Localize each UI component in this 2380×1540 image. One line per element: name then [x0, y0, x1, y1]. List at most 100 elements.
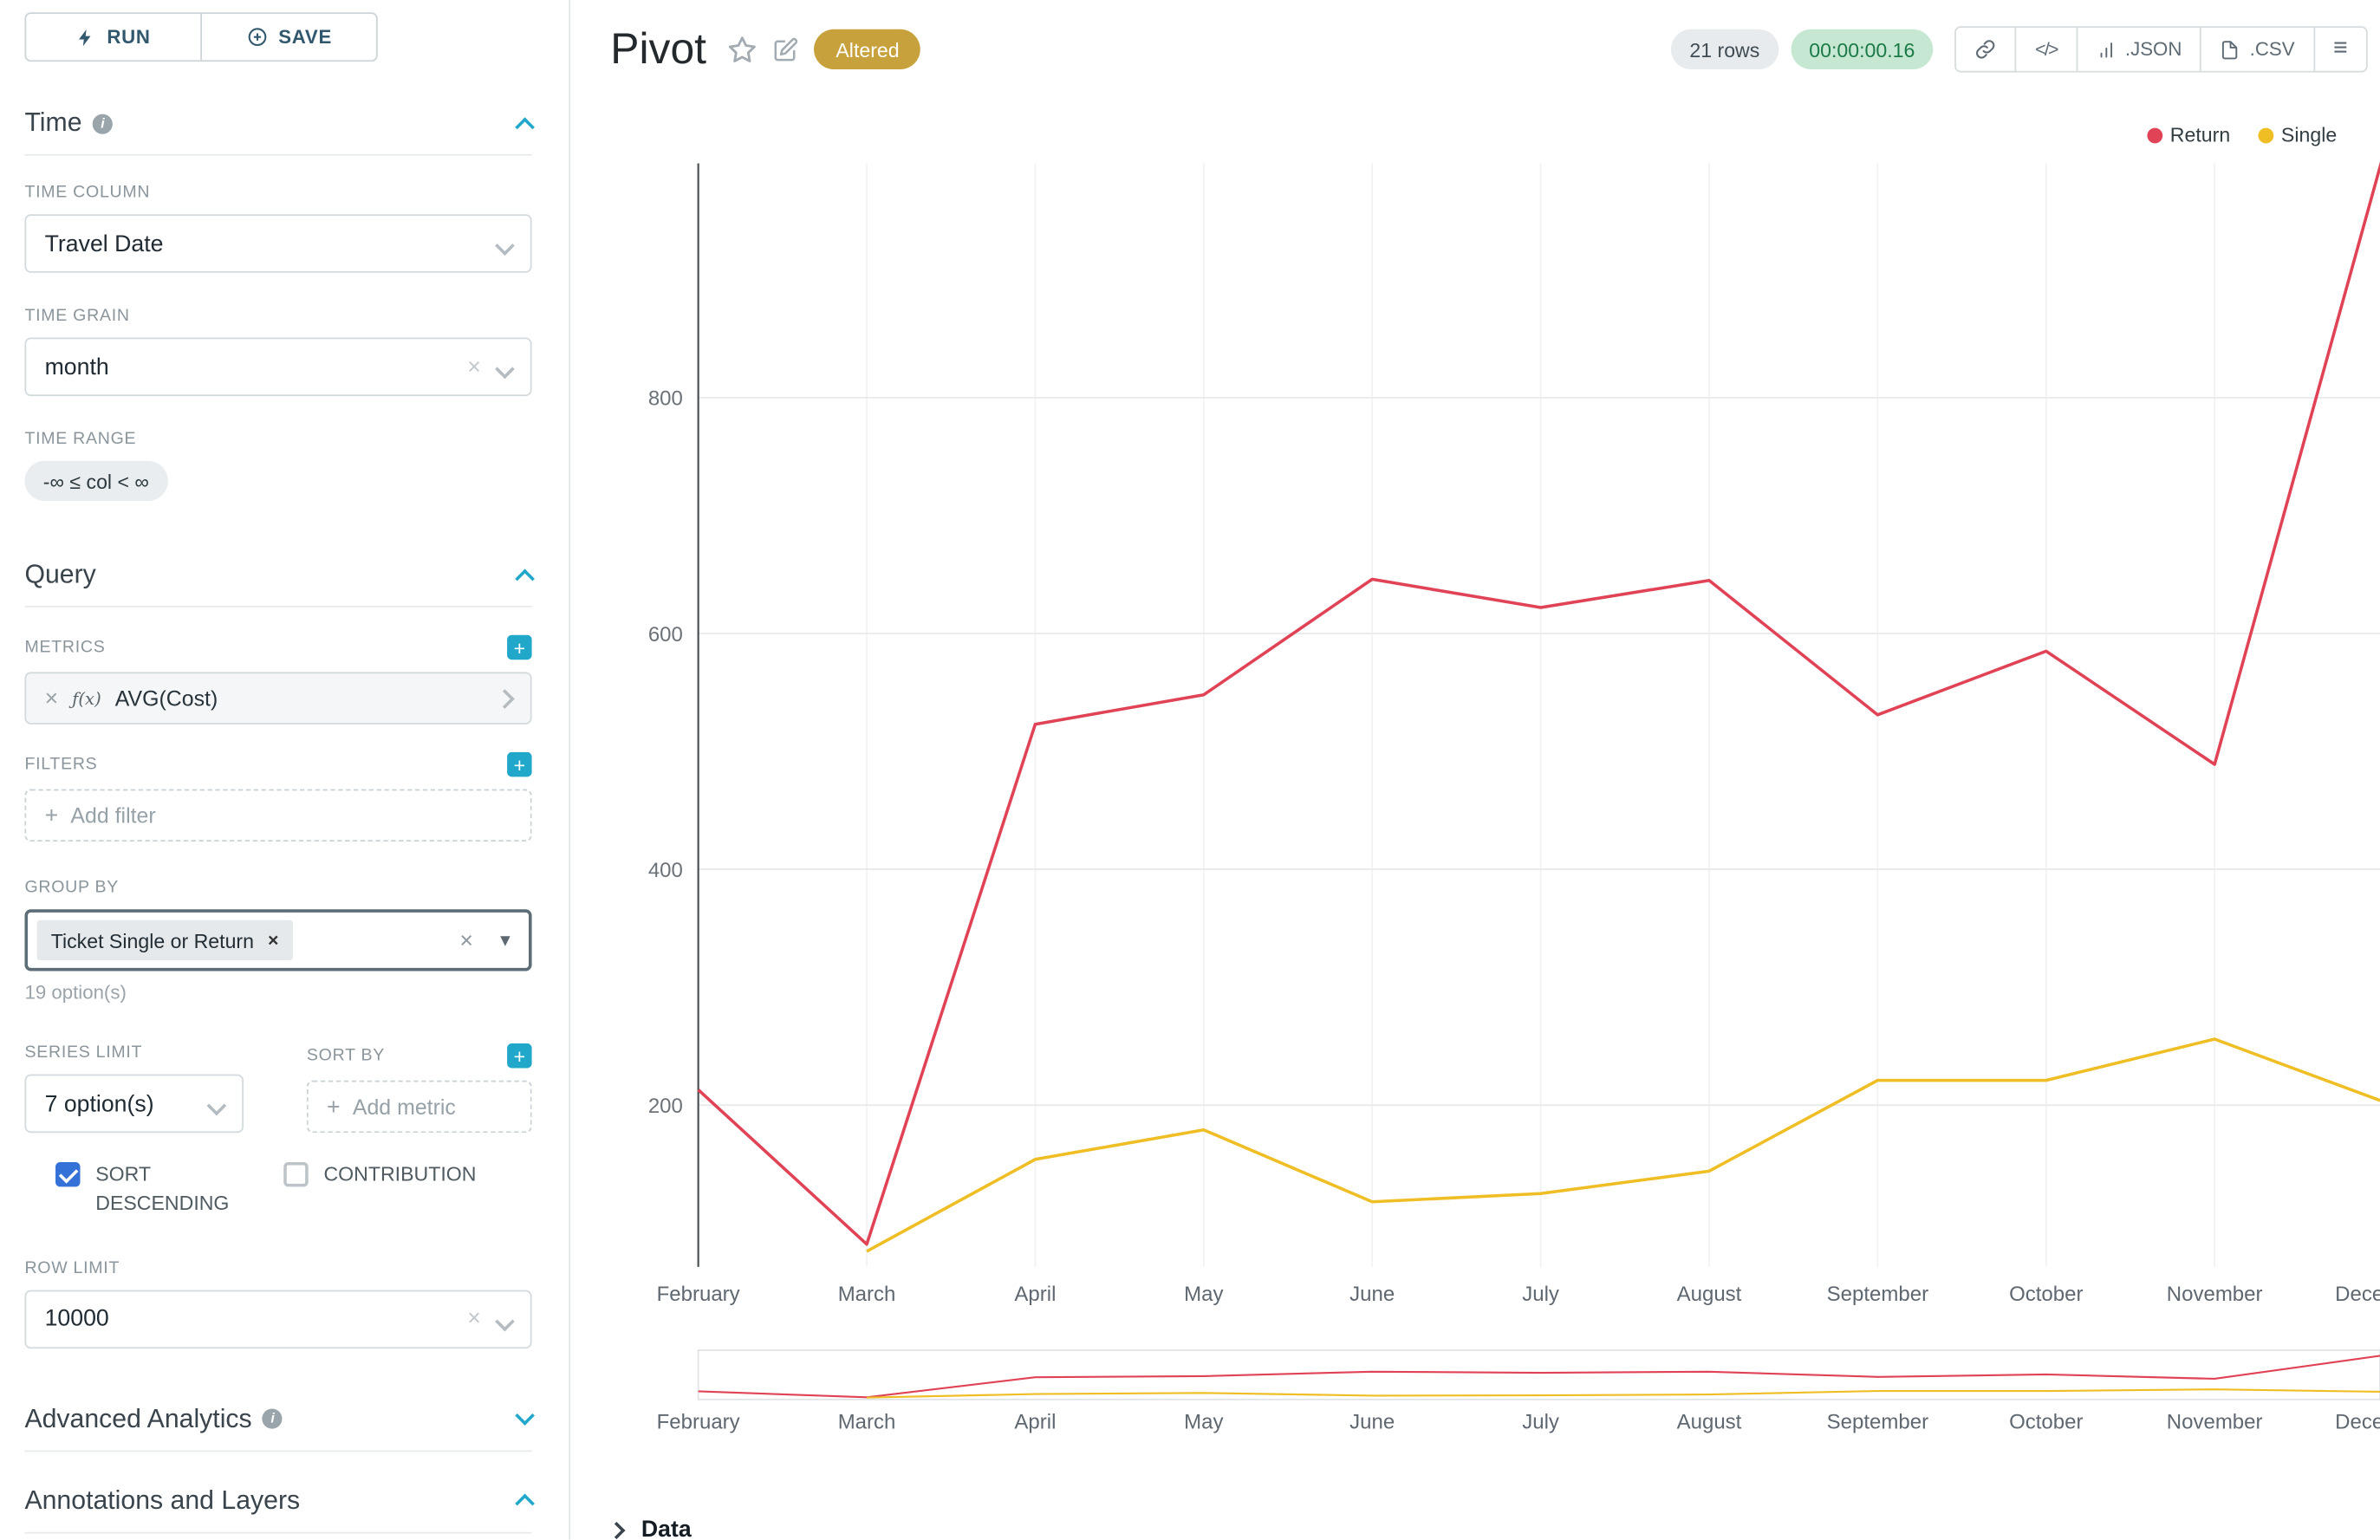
series-limit-select[interactable]: 7 option(s): [24, 1074, 244, 1134]
run-button[interactable]: RUN: [26, 14, 200, 60]
embed-code-button[interactable]: </>: [2015, 26, 2078, 73]
add-sort-metric-plus-button[interactable]: +: [507, 1043, 532, 1069]
chart-header: Pivot Altered 21 rows 00:00:00.16 </>: [572, 0, 2380, 74]
metric-item[interactable]: × ƒ(x) AVG(Cost): [24, 672, 532, 725]
x-axis-label: November: [2167, 1283, 2263, 1306]
time-grain-select[interactable]: month ×: [24, 337, 532, 397]
control-panel: RUN SAVE Time i TIME COLUMN Travel Date …: [0, 0, 571, 1540]
mini-x-axis-label: June: [1349, 1411, 1395, 1434]
favorite-star-icon[interactable]: [728, 35, 758, 64]
time-section-header[interactable]: Time i: [24, 95, 535, 156]
query-section-header[interactable]: Query: [24, 547, 535, 608]
plus-icon: +: [44, 802, 59, 828]
checkbox-row: SORT DESCENDING CONTRIBUTION: [24, 1160, 531, 1218]
add-filter-plus-button[interactable]: +: [507, 751, 532, 777]
y-axis-label: 400: [648, 859, 683, 882]
query-section-title: Query: [24, 559, 96, 589]
link-icon: [1976, 40, 1995, 59]
x-axis-label: June: [1349, 1283, 1395, 1306]
chevron-right-icon[interactable]: [495, 688, 515, 708]
row-limit-select[interactable]: 10000 ×: [24, 1290, 532, 1348]
add-metric-plus-button[interactable]: +: [507, 634, 532, 660]
series-limit-label: SERIES LIMIT: [24, 1043, 143, 1062]
data-section-label: Data: [641, 1517, 692, 1540]
x-axis-label: March: [838, 1283, 896, 1306]
group-by-hint: 19 option(s): [24, 981, 127, 1004]
series-line-single: [866, 1037, 2380, 1253]
csv-button-label: .CSV: [2249, 38, 2295, 61]
add-filter-placeholder: Add filter: [70, 802, 156, 828]
code-icon: </>: [2035, 38, 2058, 61]
mini-x-axis-label: April: [1014, 1411, 1056, 1434]
contribution-label: CONTRIBUTION: [323, 1161, 477, 1186]
mini-x-axis-label: May: [1184, 1411, 1223, 1434]
clear-icon[interactable]: ×: [467, 354, 481, 380]
mini-series-line-single: [867, 1388, 2380, 1399]
chevron-down-icon: [495, 236, 515, 256]
series-line-return: [697, 161, 2380, 1246]
contribution-checkbox[interactable]: [283, 1161, 309, 1187]
filters-label: FILTERS +: [24, 751, 532, 777]
chevron-up-icon[interactable]: [515, 1493, 535, 1514]
x-axis-label: August: [1677, 1283, 1742, 1306]
legend-item-single[interactable]: Single: [2258, 123, 2337, 146]
chevron-down-icon[interactable]: [515, 1406, 535, 1426]
remove-tag-icon[interactable]: ×: [268, 929, 279, 952]
more-options-button[interactable]: ≡: [2312, 26, 2368, 73]
timer-badge: 00:00:00.16: [1790, 29, 1934, 70]
x-axis-label: April: [1014, 1283, 1056, 1306]
bolt-icon: [79, 29, 92, 46]
clear-icon[interactable]: ×: [459, 926, 473, 953]
group-by-tag-label: Ticket Single or Return: [50, 928, 255, 952]
mini-x-axis-label: March: [838, 1411, 896, 1434]
save-button[interactable]: SAVE: [200, 14, 376, 61]
circle-plus-icon: [247, 28, 266, 47]
info-icon[interactable]: i: [263, 1408, 283, 1429]
data-section-toggle[interactable]: Data: [608, 1517, 692, 1540]
time-range-pill[interactable]: -∞ ≤ col < ∞: [24, 460, 168, 502]
mini-x-axis-label: September: [1827, 1411, 1928, 1434]
chevron-up-icon[interactable]: [515, 568, 535, 588]
metrics-label: METRICS +: [24, 634, 532, 660]
advanced-analytics-section-header[interactable]: Advanced Analytics i: [24, 1391, 535, 1452]
add-filter-box[interactable]: + Add filter: [24, 789, 532, 842]
legend-dot: [2258, 127, 2274, 143]
series-sort-row: SERIES LIMIT 7 option(s) SORT BY + + Add…: [24, 1016, 532, 1134]
legend-item-return[interactable]: Return: [2147, 123, 2230, 146]
rows-badge: 21 rows: [1671, 29, 1778, 70]
mini-series-line-return: [698, 1355, 2380, 1399]
export-csv-button[interactable]: .CSV: [2200, 26, 2315, 73]
annotations-title: Annotations and Layers: [24, 1485, 301, 1515]
file-icon: [2222, 40, 2239, 59]
remove-metric-icon[interactable]: ×: [44, 685, 59, 712]
sort-by-box[interactable]: + Add metric: [306, 1080, 532, 1134]
line-chart[interactable]: February February March March April April May M…: [572, 154, 2380, 1457]
y-axis-label: 600: [648, 623, 683, 647]
range-selector[interactable]: [697, 1349, 2380, 1400]
info-icon[interactable]: i: [92, 113, 114, 133]
clear-icon[interactable]: ×: [467, 1305, 481, 1332]
mini-x-axis-label: February: [657, 1411, 740, 1434]
sort-descending-label: SORT DESCENDING: [95, 1161, 230, 1215]
plus-icon: +: [327, 1093, 341, 1121]
x-axis-label: September: [1827, 1283, 1928, 1306]
run-label: RUN: [107, 26, 151, 49]
chevron-up-icon[interactable]: [515, 116, 535, 137]
page-title: Pivot: [610, 24, 706, 73]
share-link-button[interactable]: [1954, 26, 2017, 73]
metric-name: AVG(Cost): [114, 686, 218, 711]
annotations-section-header[interactable]: Annotations and Layers: [24, 1473, 535, 1534]
sort-descending-checkbox[interactable]: [55, 1161, 81, 1187]
group-by-select[interactable]: Ticket Single or Return × × ▾: [24, 909, 532, 971]
time-grain-value: month: [44, 354, 109, 380]
time-range-label: TIME RANGE: [24, 430, 137, 449]
chevron-right-icon[interactable]: [608, 1521, 626, 1539]
group-by-tag[interactable]: Ticket Single or Return ×: [36, 919, 293, 960]
sort-by-label-text: SORT BY: [306, 1046, 386, 1065]
filters-label-text: FILTERS: [24, 755, 98, 774]
export-json-button[interactable]: .JSON: [2076, 26, 2202, 73]
altered-badge[interactable]: Altered: [814, 29, 921, 70]
time-column-select[interactable]: Travel Date: [24, 214, 532, 273]
json-button-label: .JSON: [2124, 38, 2182, 61]
edit-title-icon[interactable]: [772, 36, 798, 62]
